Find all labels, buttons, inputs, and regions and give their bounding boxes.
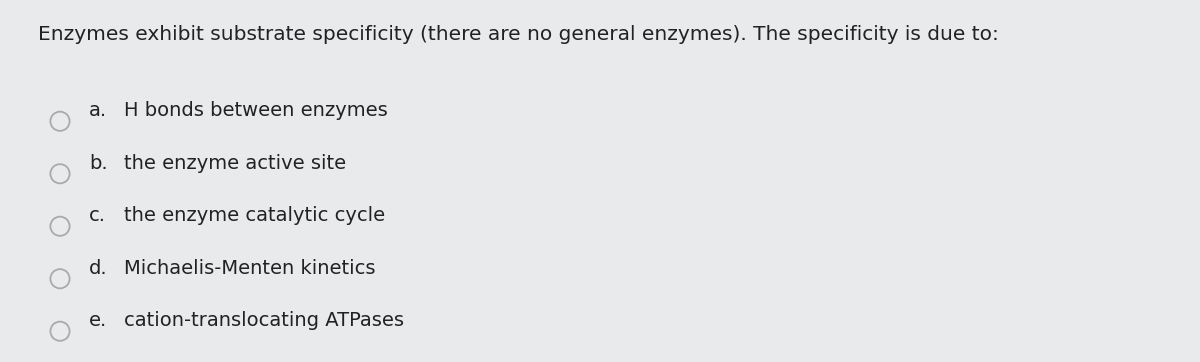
Ellipse shape <box>50 321 70 341</box>
Ellipse shape <box>50 216 70 236</box>
Text: H bonds between enzymes: H bonds between enzymes <box>124 101 388 120</box>
Ellipse shape <box>50 269 70 289</box>
Text: the enzyme active site: the enzyme active site <box>124 154 346 173</box>
Text: Enzymes exhibit substrate specificity (there are no general enzymes). The specif: Enzymes exhibit substrate specificity (t… <box>38 25 1000 44</box>
Ellipse shape <box>50 111 70 131</box>
Text: c.: c. <box>89 206 106 225</box>
Text: e.: e. <box>89 311 107 330</box>
Text: the enzyme catalytic cycle: the enzyme catalytic cycle <box>124 206 385 225</box>
Text: b.: b. <box>89 154 108 173</box>
Text: d.: d. <box>89 259 108 278</box>
Text: a.: a. <box>89 101 107 120</box>
Ellipse shape <box>50 164 70 184</box>
Text: cation-translocating ATPases: cation-translocating ATPases <box>124 311 403 330</box>
Text: Michaelis-Menten kinetics: Michaelis-Menten kinetics <box>124 259 376 278</box>
